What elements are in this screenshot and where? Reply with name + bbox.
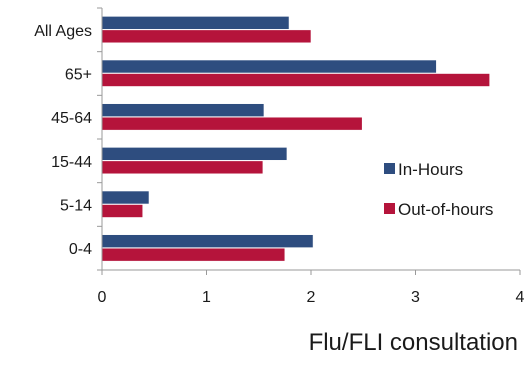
bar-0-4-in-hours — [101, 234, 314, 248]
legend-label: Out-of-hours — [398, 200, 493, 219]
y-tick-layer: All Ages 65+ 45-64 15-44 5-14 0-4 — [34, 7, 102, 271]
legend: In-Hours Out-of-hours — [384, 160, 493, 219]
y-tick-label: 45-64 — [51, 110, 92, 127]
x-tick-label: 4 — [516, 289, 525, 306]
x-tick-layer: 0 1 2 3 4 — [98, 270, 525, 306]
bar-65--in-hours — [101, 59, 437, 74]
bar-5-14-in-hours — [101, 190, 150, 205]
bars-layer — [101, 16, 490, 262]
x-tick-label: 0 — [98, 289, 107, 306]
y-tick-label: 0-4 — [69, 241, 92, 258]
bar-15-44-out-of-hours — [101, 160, 264, 175]
bar-5-14-out-of-hours — [101, 204, 144, 218]
bar-65--out-of-hours — [101, 73, 490, 87]
axes-layer — [101, 8, 520, 271]
y-tick-label: 15-44 — [51, 154, 92, 171]
x-axis-title: Flu/FLI consultation — [309, 329, 518, 356]
legend-swatch — [384, 203, 395, 214]
legend-label: In-Hours — [398, 160, 463, 179]
bar-45-64-in-hours — [101, 103, 265, 117]
x-tick-label: 1 — [202, 289, 211, 306]
x-tick-label: 3 — [411, 289, 420, 306]
bar-all-ages-in-hours — [101, 16, 290, 30]
bar-15-44-in-hours — [101, 147, 288, 161]
bar-45-64-out-of-hours — [101, 116, 363, 131]
y-tick-label: All Ages — [34, 23, 92, 40]
bar-0-4-out-of-hours — [101, 247, 286, 262]
y-tick-label: 65+ — [65, 67, 92, 84]
legend-swatch — [384, 163, 395, 174]
bar-all-ages-out-of-hours — [101, 29, 312, 44]
x-tick-label: 2 — [307, 289, 316, 306]
y-tick-label: 5-14 — [60, 198, 92, 215]
